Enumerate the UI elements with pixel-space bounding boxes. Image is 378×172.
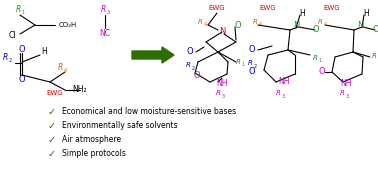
Text: N: N	[293, 20, 299, 30]
Text: 1: 1	[318, 58, 322, 63]
Text: H: H	[299, 9, 305, 19]
Text: O: O	[313, 25, 319, 35]
Text: 1: 1	[242, 62, 245, 67]
Text: 3: 3	[222, 94, 225, 99]
Text: O: O	[249, 46, 255, 55]
Text: R: R	[276, 90, 280, 96]
Text: O: O	[19, 46, 25, 55]
FancyArrow shape	[132, 47, 174, 63]
Text: 4: 4	[64, 67, 67, 73]
Text: Environmentally safe solvents: Environmentally safe solvents	[62, 121, 178, 131]
Text: R: R	[235, 59, 240, 65]
Text: O: O	[373, 25, 378, 35]
Text: O: O	[249, 67, 255, 77]
Text: R: R	[15, 4, 21, 13]
Text: 4: 4	[203, 23, 206, 28]
Text: NH: NH	[216, 78, 228, 88]
Text: R: R	[248, 60, 253, 66]
Text: 2: 2	[191, 66, 195, 71]
Text: H: H	[41, 47, 47, 56]
Text: Economical and low moisture-sensitive bases: Economical and low moisture-sensitive ba…	[62, 108, 236, 116]
Text: N: N	[357, 20, 363, 30]
Text: EWG: EWG	[47, 90, 63, 96]
Text: O: O	[235, 20, 241, 30]
Text: 3: 3	[282, 94, 285, 99]
Text: Simple protocols: Simple protocols	[62, 149, 126, 159]
Text: R: R	[57, 62, 63, 72]
Text: 4: 4	[259, 23, 262, 28]
Text: O: O	[187, 47, 193, 56]
Text: O: O	[194, 72, 200, 80]
Text: R: R	[372, 53, 376, 59]
Text: R: R	[2, 53, 8, 62]
Text: CO₂H: CO₂H	[59, 22, 77, 28]
Text: NH: NH	[278, 78, 290, 87]
Text: O: O	[19, 74, 25, 83]
Text: R: R	[215, 90, 220, 96]
Text: ✓: ✓	[48, 107, 56, 117]
Text: R: R	[186, 62, 191, 68]
Text: ✓: ✓	[48, 135, 56, 145]
Text: 1: 1	[22, 9, 25, 14]
Text: 3: 3	[107, 9, 110, 14]
Text: EWG: EWG	[324, 5, 340, 11]
Text: H: H	[363, 9, 369, 19]
Text: EWG: EWG	[209, 5, 225, 11]
Text: 2: 2	[253, 63, 257, 68]
Text: 4: 4	[324, 23, 327, 28]
Text: NH: NH	[340, 78, 352, 88]
Text: ✓: ✓	[48, 149, 56, 159]
Text: R: R	[318, 19, 322, 25]
Text: N: N	[219, 28, 225, 36]
Text: 2: 2	[8, 58, 12, 63]
Text: O: O	[319, 67, 325, 77]
Text: Cl: Cl	[8, 31, 16, 40]
Text: NC: NC	[99, 30, 110, 39]
Text: R: R	[339, 90, 344, 96]
Text: Air atmosphere: Air atmosphere	[62, 136, 121, 144]
Text: 3: 3	[345, 94, 349, 99]
Text: EWG: EWG	[260, 5, 276, 11]
Text: R: R	[313, 55, 318, 61]
Text: NH₂: NH₂	[73, 85, 87, 94]
Text: R: R	[101, 4, 105, 13]
Text: R: R	[198, 19, 203, 25]
Text: R: R	[253, 19, 257, 25]
Text: ✓: ✓	[48, 121, 56, 131]
